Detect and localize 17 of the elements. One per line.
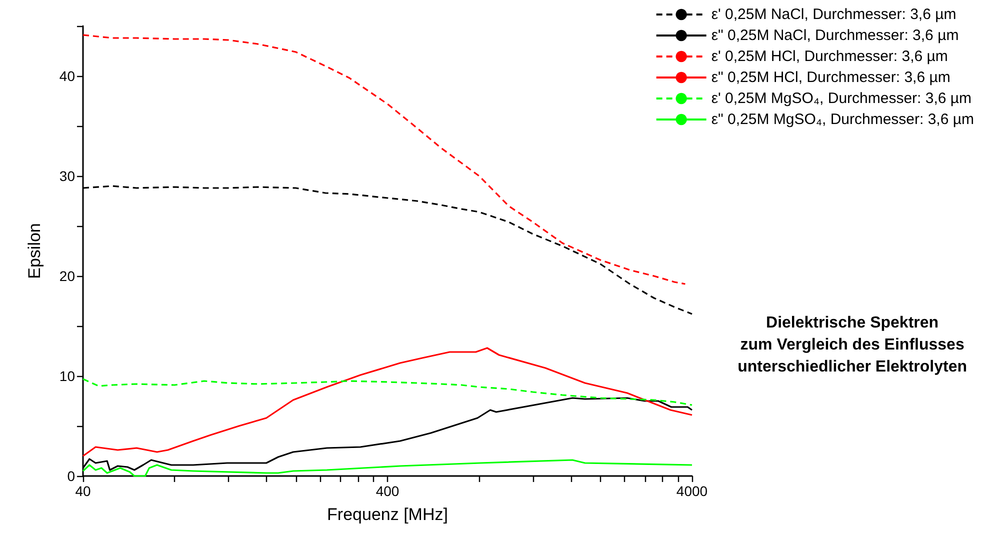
legend-label: ε" 0,25M NaCl, Durchmesser: 3,6 µm: [711, 27, 959, 44]
x-tick-label: 4000: [676, 483, 708, 499]
y-tick-label: 40: [59, 68, 76, 84]
y-tick-label: 30: [59, 168, 76, 184]
y-tick-label: 0: [67, 468, 76, 484]
legend-label: ε" 0,25M MgSO₄, Durchmesser: 3,6 µm: [711, 111, 974, 128]
x-axis-title: Frequenz [MHz]: [327, 505, 448, 524]
legend-label: ε' 0,25M NaCl, Durchmesser: 3,6 µm: [711, 6, 956, 23]
y-tick-label: 10: [59, 368, 76, 384]
legend-label: ε" 0,25M HCl, Durchmesser: 3,6 µm: [711, 69, 950, 86]
legend-label: ε' 0,25M HCl, Durchmesser: 3,6 µm: [711, 48, 948, 65]
x-tick-label: 40: [75, 483, 91, 499]
legend-label: ε' 0,25M MgSO₄, Durchmesser: 3,6 µm: [711, 90, 972, 107]
y-axis-title: Epsilon: [25, 223, 44, 279]
y-tick-label: 20: [59, 268, 76, 284]
text: Dielektrische Spektren zum Vergleich des Einflusses unterschiedlicher Elektrolyten: [738, 314, 967, 376]
x-tick-label: 400: [376, 483, 400, 499]
